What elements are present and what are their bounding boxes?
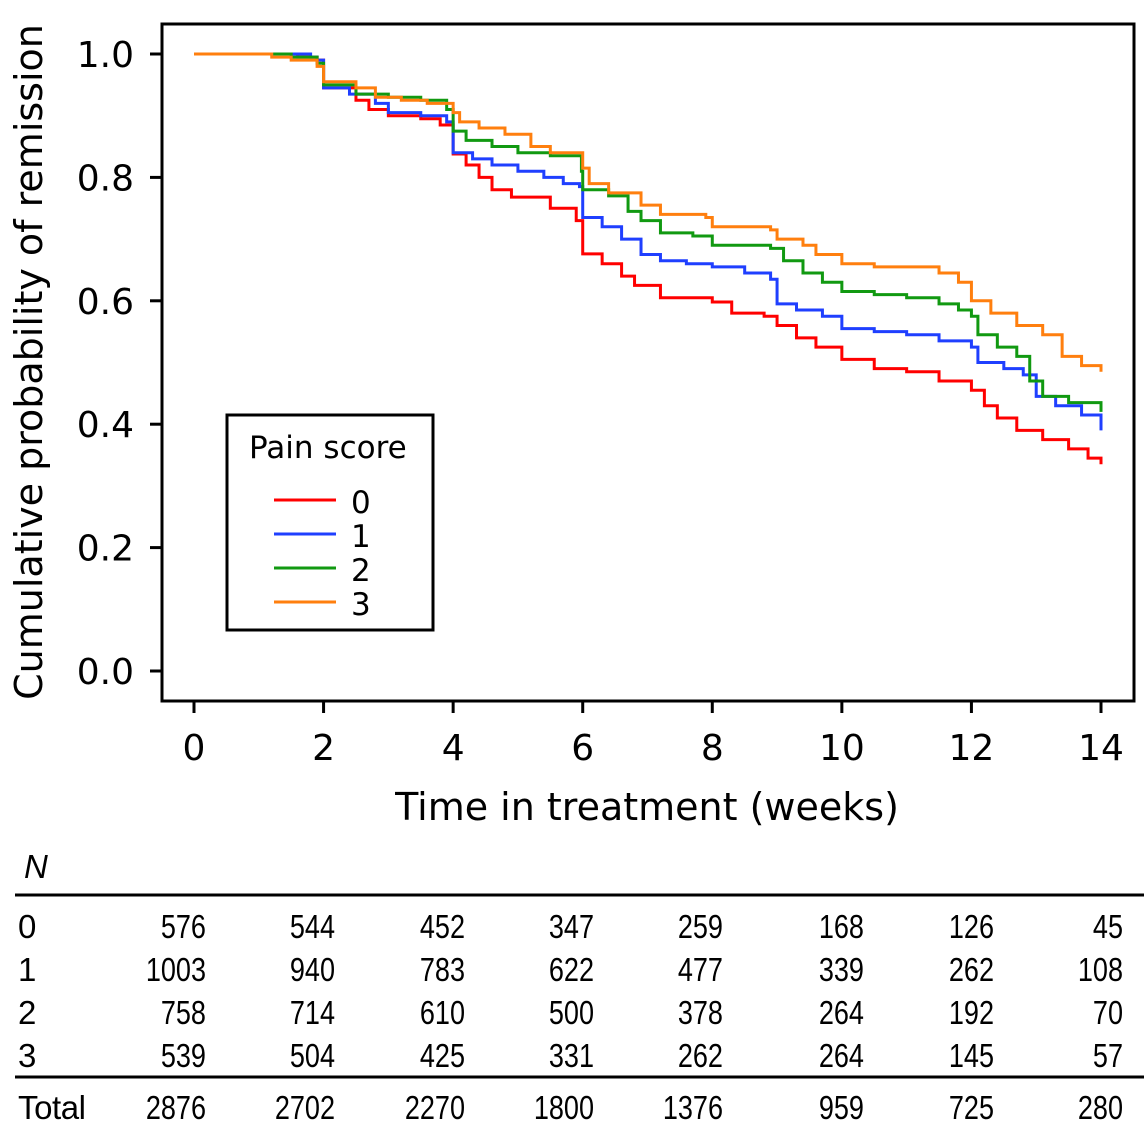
table-cell: 347: [549, 910, 594, 946]
table-row: 3 539 504 425 331 262 264 145 57: [18, 1037, 1123, 1075]
table-cell: 339: [819, 953, 864, 989]
table-cell: 714: [290, 996, 335, 1032]
table-cell: 544: [290, 910, 335, 946]
table-cell: 504: [290, 1039, 335, 1075]
legend-label-1: 1: [351, 519, 371, 555]
x-tick-label: 4: [442, 728, 465, 769]
table-cell: 2270: [405, 1091, 465, 1127]
legend-label-3: 3: [351, 587, 371, 623]
table-cell: 145: [949, 1039, 994, 1075]
x-tick-label: 14: [1078, 728, 1124, 769]
y-tick-label: 1.0: [77, 35, 134, 76]
x-axis-title: Time in treatment (weeks): [394, 785, 899, 829]
table-cell: 425: [420, 1039, 465, 1075]
table-cell: 126: [949, 910, 994, 946]
table-cell: 783: [420, 953, 465, 989]
table-cell: 576: [161, 910, 206, 946]
y-tick-label: 0.2: [77, 529, 134, 570]
legend-label-0: 0: [351, 485, 371, 521]
row-label: Total: [18, 1089, 86, 1126]
legend-box: [225, 413, 435, 632]
table-cell: 264: [819, 996, 864, 1032]
y-tick-label: 0.8: [77, 158, 134, 199]
legend-label-2: 2: [351, 553, 371, 589]
table-cell: 57: [1093, 1039, 1123, 1075]
table-cell: 280: [1078, 1091, 1123, 1127]
x-tick-label: 10: [819, 728, 865, 769]
x-tick-label: 2: [312, 728, 335, 769]
risk-table-header: N: [24, 848, 48, 885]
table-cell: 262: [678, 1039, 723, 1075]
table-cell: 168: [819, 910, 864, 946]
y-tick-label: 0.4: [77, 405, 134, 446]
table-cell: 610: [420, 996, 465, 1032]
table-cell: 45: [1093, 910, 1123, 946]
row-label: 2: [18, 994, 36, 1031]
table-cell: 452: [420, 910, 465, 946]
row-label: 0: [18, 908, 36, 945]
table-cell: 725: [949, 1091, 994, 1127]
series-line-3: [194, 52, 1103, 372]
series-line-1: [194, 52, 1103, 431]
series-line-2: [194, 52, 1103, 412]
table-cell: 758: [161, 996, 206, 1032]
plot-frame: [160, 22, 1136, 703]
table-cell: 259: [678, 910, 723, 946]
table-cell: 1800: [534, 1091, 594, 1127]
table-cell: 108: [1078, 953, 1123, 989]
table-cell: 959: [819, 1091, 864, 1127]
table-cell: 264: [819, 1039, 864, 1075]
table-cell: 2702: [275, 1091, 335, 1127]
y-axis-title: Cumulative probability of remission: [7, 24, 51, 700]
y-tick-label: 0.0: [77, 652, 134, 693]
y-tick-label: 0.6: [77, 282, 134, 323]
table-cell: 2876: [146, 1091, 206, 1127]
table-row: 0 576 544 452 347 259 168 126 45: [18, 908, 1123, 946]
row-label: 1: [18, 951, 36, 988]
table-cell: 477: [678, 953, 723, 989]
table-cell: 500: [549, 996, 594, 1032]
table-row-total: Total 2876 2702 2270 1800 1376 959 725 280: [18, 1089, 1123, 1127]
table-cell: 1003: [146, 953, 206, 989]
table-cell: 1376: [663, 1091, 723, 1127]
table-row: 1 1003 940 783 622 477 339 262 108: [18, 951, 1123, 989]
x-tick-label: 12: [949, 728, 995, 769]
legend-title: Pain score: [249, 430, 407, 466]
series-line-0: [194, 52, 1103, 465]
table-cell: 262: [949, 953, 994, 989]
risk-table: N 0 576 544 452 347 259 168 126 45 1 1003 940 783 622…: [15, 848, 1144, 1127]
table-row: 2 758 714 610 500 378 264 192 70: [18, 994, 1123, 1032]
table-cell: 622: [549, 953, 594, 989]
table-cell: 940: [290, 953, 335, 989]
table-cell: 70: [1093, 996, 1123, 1032]
table-cell: 331: [549, 1039, 594, 1075]
x-tick-label: 8: [701, 728, 724, 769]
table-cell: 192: [949, 996, 994, 1032]
table-cell: 378: [678, 996, 723, 1032]
row-label: 3: [18, 1037, 36, 1074]
x-tick-label: 0: [183, 728, 206, 769]
table-cell: 539: [161, 1039, 206, 1075]
x-tick-label: 6: [571, 728, 594, 769]
